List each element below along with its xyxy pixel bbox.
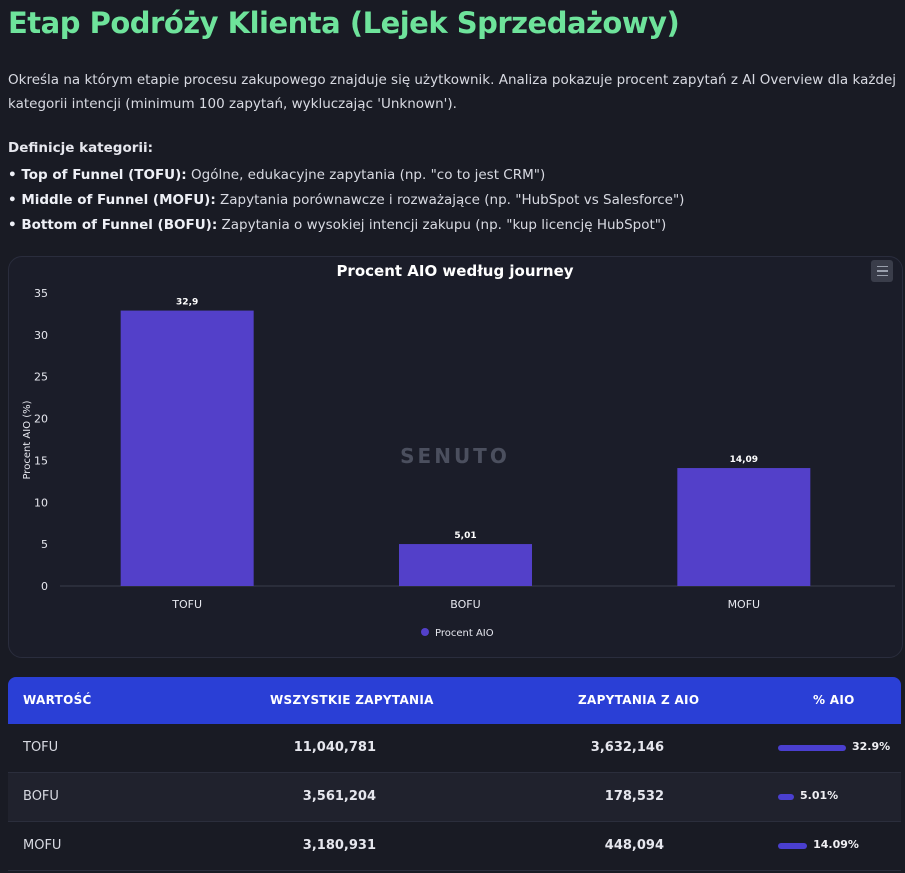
table-header: WARTOŚĆ WSZYSTKIE ZAPYTANIA ZAPYTANIA Z … [8, 677, 901, 724]
column-header-aio-queries[interactable]: ZAPYTANIA Z AIO [578, 693, 700, 707]
chart-menu-button[interactable] [871, 260, 893, 282]
aio-percent-bar [778, 843, 808, 849]
definition-term: • Top of Funnel (TOFU): [8, 167, 187, 183]
table-body: TOFU 11,040,781 3,632,146 32.9% BOFU 3,561,20… [8, 724, 901, 871]
table-row: MOFU 3,180,931 448,094 14.09% [8, 822, 901, 871]
page-description: Określa na którym etapie procesu zakupow… [8, 72, 897, 112]
all-queries-value: 11,040,781 [293, 740, 376, 755]
aio-queries-value: 3,632,146 [590, 740, 664, 755]
table-row: TOFU 11,040,781 3,632,146 32.9% [8, 724, 901, 773]
definition-text: Ogólne, edukacyjne zapytania (np. "co to… [186, 167, 546, 183]
data-table: WARTOŚĆ WSZYSTKIE ZAPYTANIA ZAPYTANIA Z … [8, 677, 901, 871]
row-label: TOFU [23, 740, 59, 755]
all-queries-value: 3,180,931 [302, 838, 376, 853]
definition-text: Zapytania porównawcze i rozważające (np.… [215, 192, 685, 208]
aio-percent-bar [778, 794, 794, 800]
definition-item: • Bottom of Funnel (BOFU): Zapytania o w… [8, 213, 684, 238]
column-header-aio-percent[interactable]: % AIO [813, 693, 855, 707]
definition-text: Zapytania o wysokiej intencji zakupu (np… [217, 217, 667, 233]
definitions-list: • Top of Funnel (TOFU): Ogólne, edukacyj… [8, 163, 684, 238]
definition-term: • Middle of Funnel (MOFU): [8, 192, 216, 208]
definition-item: • Top of Funnel (TOFU): Ogólne, edukacyj… [8, 163, 684, 188]
aio-percent-bar [778, 745, 846, 751]
aio-percent-value: 14.09% [813, 838, 859, 851]
column-header-value[interactable]: WARTOŚĆ [23, 693, 92, 707]
chart-card [8, 256, 903, 658]
definition-term: • Bottom of Funnel (BOFU): [8, 217, 218, 233]
all-queries-value: 3,561,204 [302, 789, 376, 804]
table-row: BOFU 3,561,204 178,532 5.01% [8, 773, 901, 822]
page-title: Etap Podróży Klienta (Lejek Sprzedażowy) [8, 6, 680, 40]
hamburger-menu-icon [876, 265, 888, 268]
aio-percent-value: 32.9% [852, 740, 891, 753]
aio-queries-value: 448,094 [604, 838, 664, 853]
row-label: MOFU [23, 838, 62, 853]
row-label: BOFU [23, 789, 59, 804]
aio-queries-value: 178,532 [604, 789, 664, 804]
definition-item: • Middle of Funnel (MOFU): Zapytania por… [8, 188, 684, 213]
definitions-heading: Definicje kategorii: [8, 140, 154, 156]
column-header-all-queries[interactable]: WSZYSTKIE ZAPYTANIA [270, 693, 434, 707]
aio-percent-value: 5.01% [800, 789, 839, 802]
